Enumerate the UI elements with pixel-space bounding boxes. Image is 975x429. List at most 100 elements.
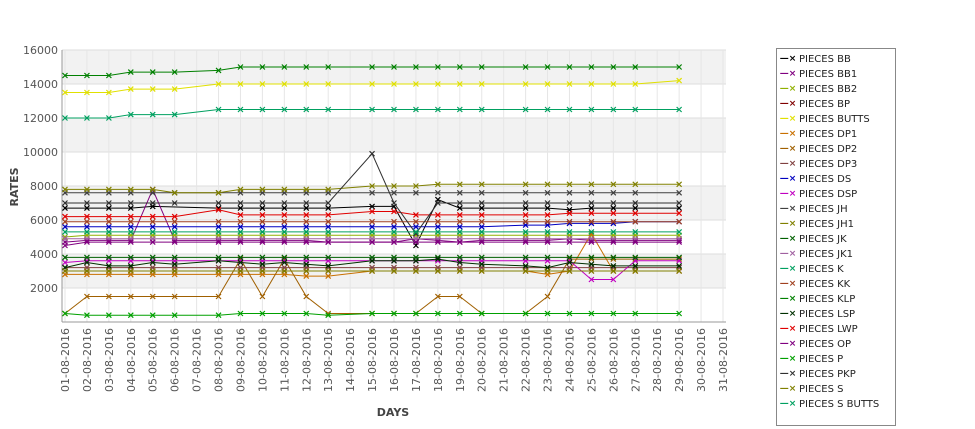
data-point-marker [456,254,463,261]
data-point-marker [434,211,441,218]
data-point-marker [303,268,310,274]
data-point-marker [434,293,441,300]
data-point-marker [281,223,288,230]
legend-marker-icon: —× [779,174,797,184]
data-point-marker [522,81,529,87]
data-point-marker [478,181,485,188]
data-point-marker [149,223,156,230]
legend-item: —× PIECES OP [777,337,851,351]
data-point-marker [566,200,573,206]
x-tick-label: 31-08-2016 [717,328,730,392]
data-point-marker [544,189,551,196]
legend-item: —× PIECES JH1 [777,217,854,231]
data-point-marker [215,239,222,246]
legend-item: —× PIECES KLP [777,292,856,306]
data-point-marker [325,200,332,206]
data-point-marker [369,310,375,317]
legend-item: —× PIECES JK [777,232,847,246]
data-point-marker [588,81,595,87]
data-point-marker [105,213,112,220]
data-point-marker [391,64,397,70]
data-point-marker [325,64,332,70]
data-point-marker [478,310,485,317]
data-point-marker [522,268,529,274]
data-point-marker [62,242,68,249]
data-point-marker [391,200,397,206]
data-point-marker [215,228,222,235]
data-point-marker [544,106,551,113]
data-point-marker [84,293,90,300]
data-point-marker [171,268,178,274]
x-tick-label: 25-08-2016 [585,328,598,392]
data-point-marker [62,186,68,193]
data-point-marker [478,239,485,246]
data-point-marker [171,218,178,225]
data-point-marker [281,81,288,87]
data-point-marker [632,239,639,246]
data-point-marker [259,205,266,212]
data-point-marker [171,312,178,319]
data-point-marker [456,228,463,235]
data-point-marker [434,106,441,113]
x-tick-label: 17-08-2016 [410,328,423,392]
data-point-marker [610,218,617,225]
series-line [65,198,680,247]
data-point-marker [544,293,551,300]
data-point-marker [303,261,310,268]
data-point-marker [259,106,266,113]
data-point-marker [588,276,595,283]
data-point-marker [610,254,617,261]
data-point-marker [127,312,134,319]
data-point-marker [676,228,683,235]
data-point-marker [610,228,617,235]
data-point-marker [215,206,222,213]
data-point-marker [325,228,332,235]
data-point-marker [237,106,244,113]
legend-marker-icon: —× [779,249,797,259]
legend-marker-icon: —× [779,234,797,244]
data-point-marker [281,64,288,70]
data-point-marker [303,223,310,230]
x-tick-label: 22-08-2016 [520,328,533,392]
data-point-marker [632,81,639,87]
legend-marker-icon: —× [779,159,797,169]
data-point-marker [391,218,397,225]
data-point-marker [149,218,156,225]
legend-label: PIECES S [799,383,844,395]
data-point-marker [478,205,485,212]
data-point-marker [281,186,288,193]
legend-item: —× PIECES DP1 [777,127,858,141]
legend-item: —× PIECES BB2 [777,82,858,96]
legend: —× PIECES BB —× PIECES BB1 —× PIECES BB2 —× PIE… [776,48,896,426]
data-point-marker [127,86,134,93]
data-point-marker [413,239,419,246]
data-point-marker [84,228,90,235]
data-point-marker [303,254,310,261]
data-point-marker [325,186,332,193]
legend-marker-icon: —× [779,264,797,274]
data-point-marker [369,239,375,246]
data-point-marker [676,218,683,225]
legend-label: PIECES OP [799,338,852,350]
data-point-marker [303,106,310,113]
data-point-marker [456,205,463,212]
data-point-marker [456,106,463,113]
x-tick-label: 11-08-2016 [278,328,291,392]
data-point-marker [566,218,573,225]
x-tick-label: 15-08-2016 [366,328,379,392]
legend-item: —× PIECES PKP [777,367,856,381]
data-point-marker [588,218,595,225]
data-point-marker [676,239,683,246]
data-point-marker [369,106,375,113]
legend-marker-icon: —× [779,69,797,79]
data-point-marker [522,64,529,70]
data-point-marker [105,228,112,235]
data-point-marker [84,223,90,230]
legend-label: PIECES BB [799,53,851,65]
data-point-marker [522,262,529,269]
data-point-marker [84,89,90,96]
x-tick-label: 21-08-2016 [498,328,511,392]
data-point-marker [456,81,463,87]
y-tick-label: 6000 [30,214,58,227]
data-point-marker [259,239,266,246]
